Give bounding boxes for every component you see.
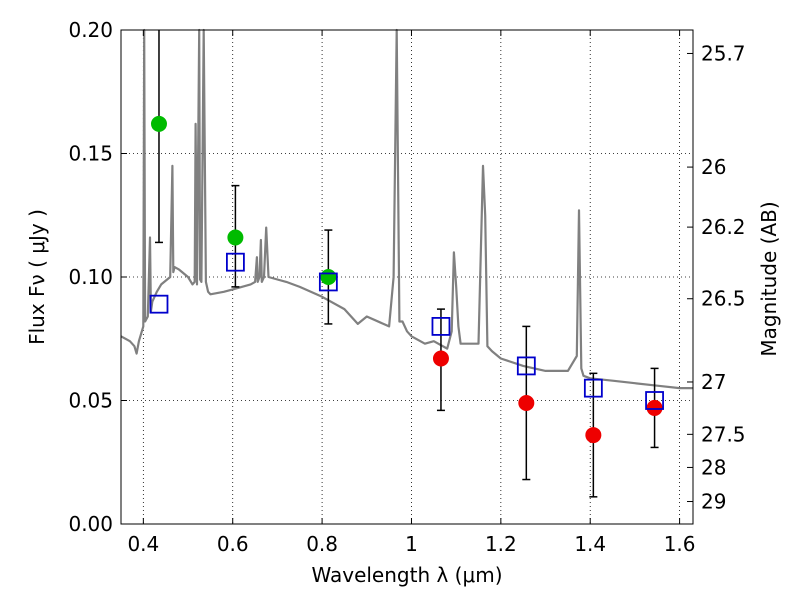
- y2-tick-label: 27.5: [701, 422, 746, 446]
- x-tick-label: 0.4: [127, 532, 159, 556]
- y-axis: 0.00 0.05 0.10 0.15 0.20: [68, 18, 127, 536]
- y2-axis-label: Magnitude (AB): [757, 201, 781, 356]
- y-tick-label: 0.05: [68, 389, 113, 413]
- y-tick-label: 0.00: [68, 512, 113, 536]
- data-point-square: [516, 356, 536, 376]
- y-tick-label: 0.15: [68, 142, 113, 166]
- x-tick-label: 1: [405, 532, 418, 556]
- data-point-circle: [646, 399, 663, 416]
- points-layer: [149, 115, 664, 444]
- y2-axis: 25.7 26 26.2 26.5 27 27.5 28 29: [687, 41, 746, 514]
- y-axis-label: Flux Fν ( μJy ): [25, 209, 49, 345]
- y-tick-label: 0.10: [68, 265, 113, 289]
- y2-tick-label: 28: [701, 455, 726, 479]
- data-point-square: [431, 316, 451, 336]
- y2-tick-label: 26.5: [701, 287, 746, 311]
- y2-tick-label: 29: [701, 490, 726, 514]
- data-point-circle: [432, 350, 449, 367]
- y2-tick-label: 26.2: [701, 215, 746, 239]
- data-point-square: [225, 252, 245, 272]
- x-axis-label: Wavelength λ (μm): [311, 563, 502, 587]
- x-tick-label: 1.4: [574, 532, 606, 556]
- data-point-circle: [227, 229, 244, 246]
- data-point-circle: [518, 394, 535, 411]
- x-tick-label: 0.8: [306, 532, 338, 556]
- data-point-square: [149, 294, 169, 314]
- data-point-circle: [585, 427, 602, 444]
- spectrum-line: [120, 28, 693, 390]
- data-point-circle: [320, 269, 337, 285]
- data-point-square: [583, 378, 603, 398]
- data-point-circle: [150, 115, 167, 132]
- x-tick-label: 1.6: [664, 532, 696, 556]
- x-tick-label: 1.2: [485, 532, 517, 556]
- y2-tick-label: 27: [701, 370, 726, 394]
- y2-tick-label: 26: [701, 155, 726, 179]
- errorbar-layer: [154, 30, 659, 498]
- data-point-square: [645, 391, 664, 410]
- spectrum-line-layer: [120, 28, 693, 390]
- x-tick-label: 0.6: [217, 532, 249, 556]
- x-axis: 0.4 0.6 0.8 1 1.2 1.4 1.6: [127, 30, 696, 556]
- y-tick-label: 0.20: [68, 18, 113, 42]
- data-point-square: [318, 272, 338, 292]
- y2-tick-label: 25.7: [701, 41, 746, 65]
